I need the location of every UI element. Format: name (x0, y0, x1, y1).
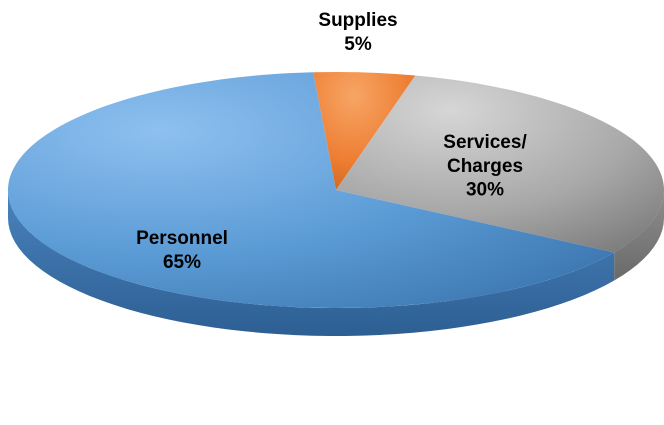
pie-slice-personnel (7, 72, 615, 309)
slice-label-services-charges: Services/Charges 30% (443, 132, 527, 201)
slice-name-label: Charges (447, 156, 523, 177)
pie-side-services-charges (614, 190, 664, 281)
pie-top-layer (7, 72, 664, 309)
pie-slice-services-charges (336, 75, 664, 253)
slice-percent-label: 30% (466, 180, 504, 201)
pie-slice-supplies (313, 72, 416, 190)
slice-percent-label: 65% (163, 252, 201, 273)
slice-percent-label: 5% (344, 34, 372, 55)
slice-name-label: Supplies (318, 10, 397, 31)
pie-label-layer: Supplies 5% Services/Charges 30% Personnel 65… (136, 10, 527, 273)
slice-name-label: Personnel (136, 228, 228, 249)
slice-label-personnel: Personnel 65% (136, 228, 228, 273)
slice-label-supplies: Supplies 5% (318, 10, 397, 55)
pie-side-layer (8, 190, 664, 336)
slice-name-label: Services/ (443, 132, 527, 153)
pie-side-personnel (8, 190, 615, 336)
